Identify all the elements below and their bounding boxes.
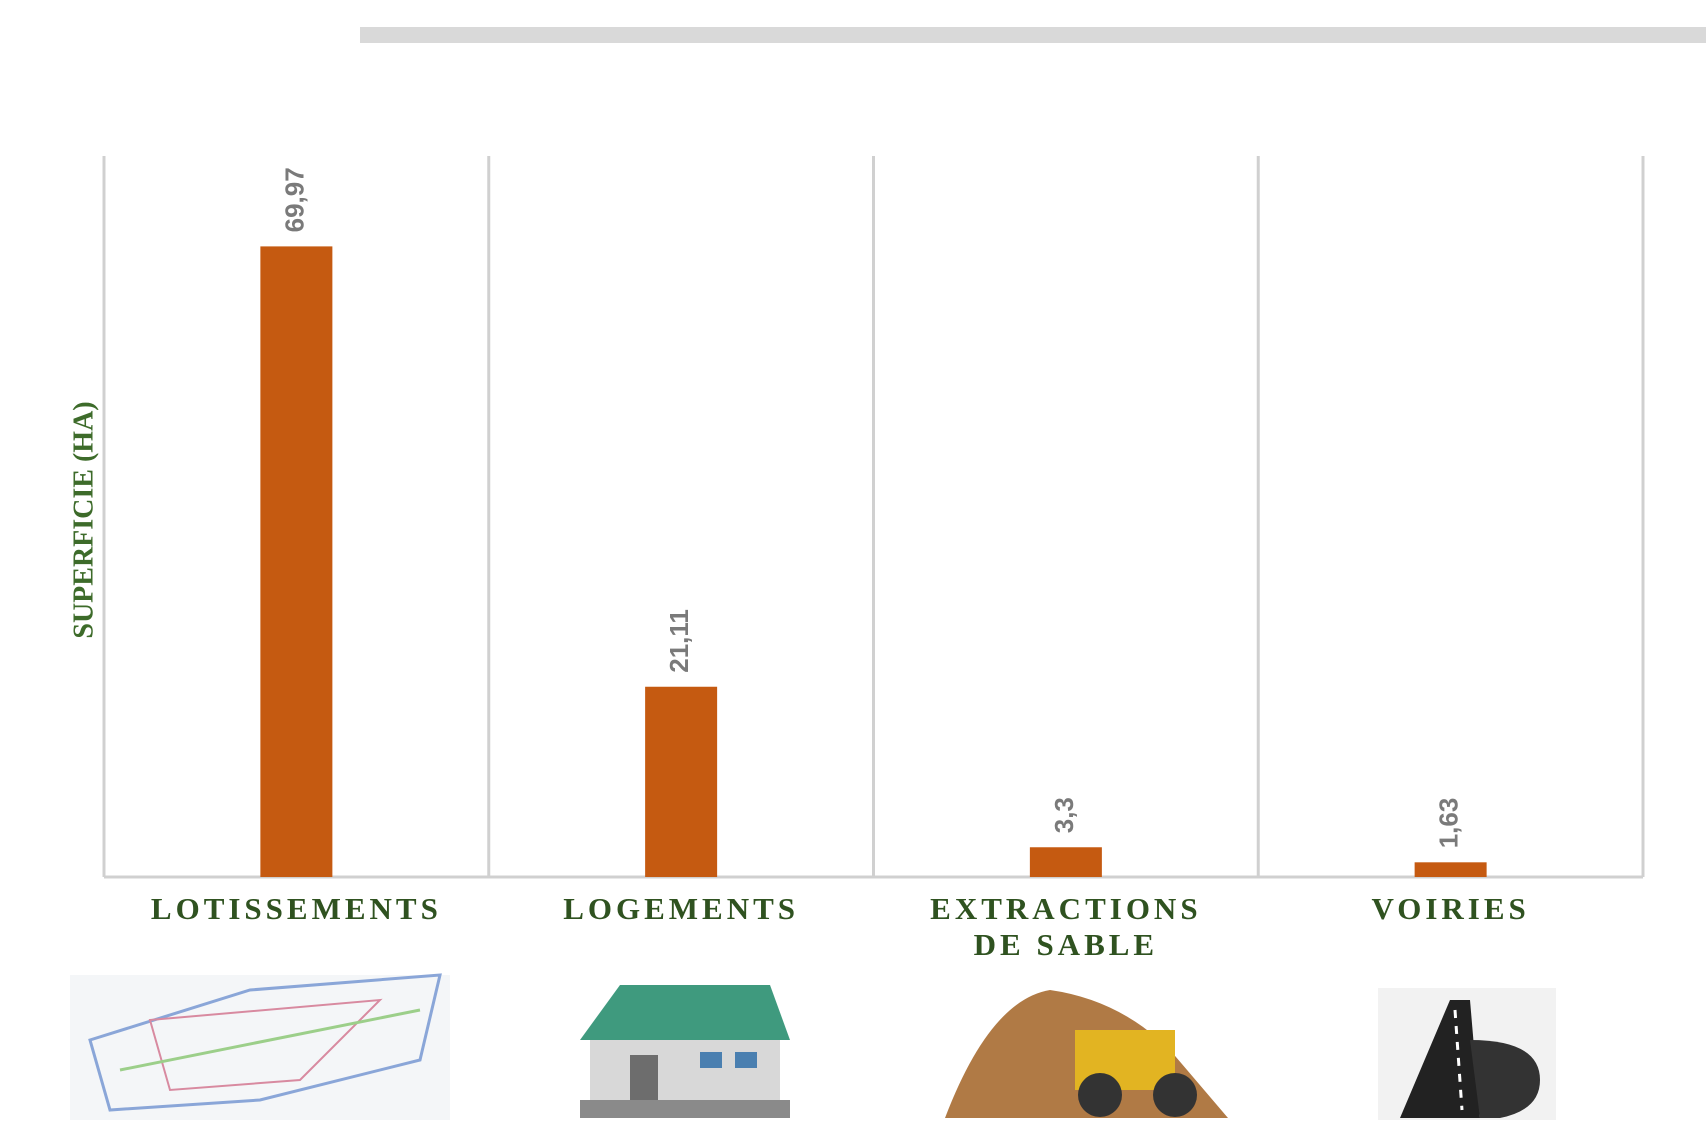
header-bar <box>360 27 1706 43</box>
icon-extraction <box>945 990 1228 1118</box>
value-label: 3,3 <box>1049 797 1079 833</box>
x-tick-label: VOIRIES <box>1371 891 1529 926</box>
icons <box>70 975 1556 1120</box>
x-tick-label: LOGEMENTS <box>563 891 799 926</box>
bar <box>645 687 717 877</box>
icon-logements <box>580 985 790 1118</box>
x-tick-label: LOTISSEMENTS <box>151 891 442 926</box>
y-axis-label: SUPERFICIE (HA) <box>68 401 99 638</box>
icon-voiries <box>1378 988 1556 1120</box>
value-label: 1,63 <box>1434 798 1464 849</box>
icon-lotissements <box>70 975 450 1120</box>
bar <box>1030 847 1102 877</box>
chart: SUPERFICIE (HA) 69,97LOTISSE <box>0 0 1706 1124</box>
bar <box>260 246 332 877</box>
bar <box>1415 862 1487 877</box>
value-label: 21,11 <box>664 609 694 673</box>
value-label: 69,97 <box>279 167 309 232</box>
